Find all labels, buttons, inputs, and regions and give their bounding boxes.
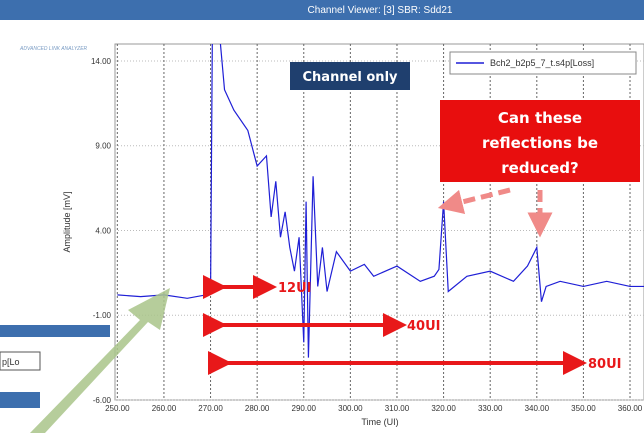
annotation-wrap: Can these reflections be reduced? — [481, 109, 599, 177]
side-panel-box — [0, 351, 41, 371]
x-tick-label: 340.00 — [525, 404, 550, 413]
y-tick-label: 14.00 — [91, 57, 112, 66]
x-tick-label: 330.00 — [478, 404, 503, 413]
series-line — [117, 44, 644, 358]
x-tick-label: 250.00 — [105, 404, 130, 413]
y-tick-label: -6.00 — [93, 396, 112, 405]
y-tick-label: -1.00 — [93, 311, 112, 320]
annotation: Can these reflections be reduced? — [481, 109, 599, 177]
x-tick-label: 270.00 — [198, 404, 223, 413]
x-tick-label: 280.00 — [245, 404, 270, 413]
y-tick-label: 4.00 — [95, 226, 111, 235]
x-tick-label: 300.00 — [338, 404, 363, 413]
x-tick-label: 260.00 — [152, 404, 177, 413]
plot-frame — [114, 43, 644, 401]
side-fragment: p[Lo — [2, 357, 20, 367]
chart-title: Channel Viewer: [3] SBR: Sdd21 — [308, 5, 453, 16]
pointer-arrow — [30, 288, 170, 433]
x-tick-label: 360.00 — [618, 404, 643, 413]
annotation-box — [440, 100, 640, 182]
y-tick-label: 9.00 — [95, 142, 111, 151]
side-panel-bar — [0, 325, 110, 337]
legend-label: Bch2_b2p5_7_t.s4p[Loss] — [490, 58, 594, 68]
x-tick-label: 290.00 — [292, 404, 317, 413]
side-panel-box — [0, 392, 40, 408]
logo: ADVANCED LINK ANALYZER — [19, 46, 88, 52]
y-axis-label: Amplitude [mV] — [62, 191, 72, 252]
annotation: Channel only — [303, 70, 399, 85]
annotation: 40UI — [407, 319, 440, 334]
x-tick-label: 320.00 — [431, 404, 456, 413]
annotation-box — [290, 62, 410, 90]
legend — [449, 51, 637, 75]
annotation: 80UI — [588, 357, 621, 372]
span-arrows — [203, 275, 587, 375]
title-bar — [0, 0, 644, 20]
annotation: 12UI — [278, 281, 311, 296]
x-tick-label: 310.00 — [385, 404, 410, 413]
x-tick-label: 350.00 — [571, 404, 596, 413]
pointer-arrow — [437, 187, 511, 215]
x-axis-label: Time (UI) — [361, 417, 398, 427]
